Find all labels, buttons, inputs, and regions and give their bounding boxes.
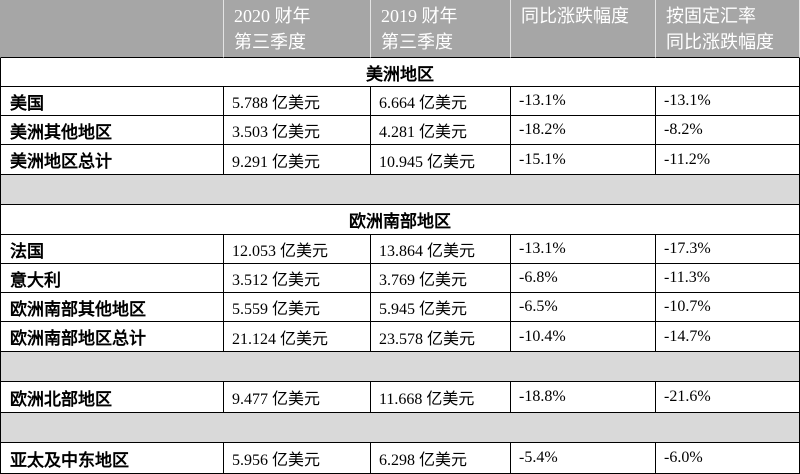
fy2019-q3-value: 6.664 亿美元 [371, 87, 511, 116]
spacer-row [0, 352, 800, 382]
section-header-row: 欧洲南部地区 [0, 205, 800, 235]
fy2020-q3-value: 9.477 亿美元 [224, 382, 371, 413]
header-line: 第三季度 [381, 32, 453, 52]
table-row: 美洲其他地区 3.503 亿美元 4.281 亿美元 -18.2% -8.2% [0, 116, 800, 145]
fy2019-q3-value: 13.864 亿美元 [371, 235, 511, 264]
header-line: 2019 财年 [381, 6, 458, 26]
spacer-cell [0, 413, 800, 443]
table-row: 美国 5.788 亿美元 6.664 亿美元 -13.1% -13.1% [0, 87, 800, 116]
fy2019-q3-value: 5.945 亿美元 [371, 293, 511, 322]
table-row: 欧洲南部其他地区 5.559 亿美元 5.945 亿美元 -6.5% -10.7… [0, 293, 800, 322]
constant-currency-change-value: -6.0% [656, 443, 800, 474]
header-cell-constant-currency-change: 按固定汇率 同比涨跌幅度 [656, 0, 800, 58]
yoy-change-value: -10.4% [511, 322, 656, 352]
table-row: 美洲地区总计 9.291 亿美元 10.945 亿美元 -15.1% -11.2… [0, 145, 800, 175]
section-title: 欧洲南部地区 [0, 205, 800, 235]
fy2019-q3-value: 23.578 亿美元 [371, 322, 511, 352]
table-row: 欧洲北部地区 9.477 亿美元 11.668 亿美元 -18.8% -21.6… [0, 382, 800, 413]
fy2020-q3-value: 5.788 亿美元 [224, 87, 371, 116]
constant-currency-change-value: -8.2% [656, 116, 800, 145]
fy2019-q3-value: 3.769 亿美元 [371, 264, 511, 293]
row-label: 美洲地区总计 [0, 145, 224, 175]
header-cell-blank [0, 0, 224, 58]
yoy-change-value: -15.1% [511, 145, 656, 175]
row-label: 美洲其他地区 [0, 116, 224, 145]
constant-currency-change-value: -11.3% [656, 264, 800, 293]
header-line: 2020 财年 [234, 6, 311, 26]
yoy-change-value: -13.1% [511, 87, 656, 116]
yoy-change-value: -18.8% [511, 382, 656, 413]
constant-currency-change-value: -10.7% [656, 293, 800, 322]
spacer-cell [0, 352, 800, 382]
table-row: 欧洲南部地区总计 21.124 亿美元 23.578 亿美元 -10.4% -1… [0, 322, 800, 352]
section-header-row: 美洲地区 [0, 58, 800, 87]
fy2020-q3-value: 5.559 亿美元 [224, 293, 371, 322]
fy2020-q3-value: 12.053 亿美元 [224, 235, 371, 264]
header-line: 第三季度 [234, 32, 306, 52]
yoy-change-value: -13.1% [511, 235, 656, 264]
constant-currency-change-value: -17.3% [656, 235, 800, 264]
constant-currency-change-value: -13.1% [656, 87, 800, 116]
constant-currency-change-value: -14.7% [656, 322, 800, 352]
yoy-change-value: -18.2% [511, 116, 656, 145]
header-row: 2020 财年 第三季度 2019 财年 第三季度 同比涨跌幅度 按固定汇率 同… [0, 0, 800, 58]
header-cell-fy2020-q3: 2020 财年 第三季度 [224, 0, 371, 58]
header-line: 同比涨跌幅度 [666, 32, 774, 52]
constant-currency-change-value: -21.6% [656, 382, 800, 413]
fy2020-q3-value: 5.956 亿美元 [224, 443, 371, 474]
yoy-change-value: -6.8% [511, 264, 656, 293]
fy2020-q3-value: 9.291 亿美元 [224, 145, 371, 175]
header-line: 按固定汇率 [666, 6, 756, 26]
yoy-change-value: -5.4% [511, 443, 656, 474]
row-label: 欧洲南部地区总计 [0, 322, 224, 352]
row-label: 法国 [0, 235, 224, 264]
yoy-change-value: -6.5% [511, 293, 656, 322]
fy2020-q3-value: 3.512 亿美元 [224, 264, 371, 293]
fy2019-q3-value: 6.298 亿美元 [371, 443, 511, 474]
header-line: 同比涨跌幅度 [521, 6, 629, 26]
row-label: 意大利 [0, 264, 224, 293]
spacer-row [0, 175, 800, 205]
fy2020-q3-value: 21.124 亿美元 [224, 322, 371, 352]
row-label: 美国 [0, 87, 224, 116]
fy2019-q3-value: 10.945 亿美元 [371, 145, 511, 175]
table-row: 法国 12.053 亿美元 13.864 亿美元 -13.1% -17.3% [0, 235, 800, 264]
row-label: 亚太及中东地区 [0, 443, 224, 474]
fy2019-q3-value: 4.281 亿美元 [371, 116, 511, 145]
fy2019-q3-value: 11.668 亿美元 [371, 382, 511, 413]
section-title: 美洲地区 [0, 58, 800, 87]
header-cell-yoy-change: 同比涨跌幅度 [511, 0, 656, 58]
fy2020-q3-value: 3.503 亿美元 [224, 116, 371, 145]
constant-currency-change-value: -11.2% [656, 145, 800, 175]
row-label: 欧洲南部其他地区 [0, 293, 224, 322]
table-row: 意大利 3.512 亿美元 3.769 亿美元 -6.8% -11.3% [0, 264, 800, 293]
table-row: 亚太及中东地区 5.956 亿美元 6.298 亿美元 -5.4% -6.0% [0, 443, 800, 474]
row-label: 欧洲北部地区 [0, 382, 224, 413]
header-cell-fy2019-q3: 2019 财年 第三季度 [371, 0, 511, 58]
spacer-cell [0, 175, 800, 205]
spacer-row [0, 413, 800, 443]
